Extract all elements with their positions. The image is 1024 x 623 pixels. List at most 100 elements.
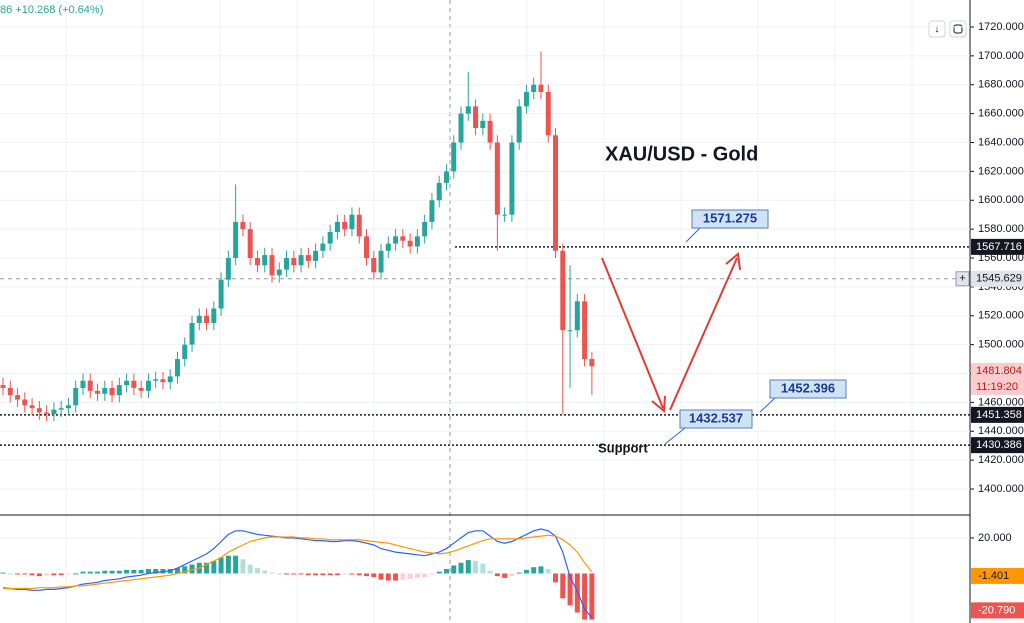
candle-body xyxy=(327,232,333,244)
crosshair-add-icon[interactable]: + xyxy=(959,273,965,285)
candle-body xyxy=(276,269,282,276)
candle-body xyxy=(407,240,413,247)
candle-body xyxy=(393,236,399,244)
price-label: 1481.804 xyxy=(976,365,1022,377)
candle-body xyxy=(51,409,57,414)
candle-body xyxy=(291,258,297,266)
macd-histogram-bar xyxy=(407,573,413,579)
candle-body xyxy=(356,214,362,237)
macd-histogram-bar xyxy=(204,562,210,574)
candle-body xyxy=(7,387,13,396)
macd-histogram-bar xyxy=(516,572,522,574)
candle-body xyxy=(502,214,508,216)
callouts: 1571.275 1452.396 1432.537 xyxy=(664,209,847,445)
candle-body xyxy=(371,258,377,273)
macd-histogram-bar xyxy=(29,573,35,576)
price-label: 1451.358 xyxy=(976,409,1022,421)
macd-histogram-bar xyxy=(443,569,449,574)
candle-body xyxy=(582,301,588,360)
y-tick-label: 1720.000 xyxy=(978,21,1024,33)
candle-body xyxy=(160,379,166,383)
macd-histogram-bar xyxy=(480,563,486,574)
candle-body xyxy=(509,142,515,215)
macd-histogram-bar xyxy=(465,560,471,574)
candle-body xyxy=(189,322,195,345)
reset-icon[interactable] xyxy=(953,24,963,34)
callout-label: 1432.537 xyxy=(689,410,743,425)
crosshair-add-button[interactable] xyxy=(955,271,970,287)
y-tick-label: 1460.000 xyxy=(978,396,1024,408)
reset-button[interactable] xyxy=(949,20,967,38)
candle-body xyxy=(116,385,122,396)
candle-body xyxy=(443,171,449,183)
candle-body xyxy=(29,405,35,409)
candle-body xyxy=(138,387,144,391)
macd-histogram-bar xyxy=(182,566,188,574)
macd-histogram-bar xyxy=(291,573,297,575)
macd-histogram-bar xyxy=(225,555,231,574)
candle-body xyxy=(87,380,93,391)
candle-body xyxy=(240,221,246,230)
candle-body xyxy=(254,258,260,266)
candle-body xyxy=(320,243,326,251)
candle-body xyxy=(545,91,551,136)
macd-histogram-bar xyxy=(560,573,566,599)
candle-body xyxy=(334,221,340,233)
support-label: Support xyxy=(598,440,648,455)
y-tick-label: 1600.000 xyxy=(978,194,1024,206)
scroll-icon[interactable]: ↓ xyxy=(934,23,940,35)
macd-histogram-bar xyxy=(189,564,195,574)
price-label: 1430.386 xyxy=(976,439,1022,451)
macd-histogram-bar xyxy=(44,573,50,576)
chart-title: XAU/USD - Gold xyxy=(605,143,758,165)
macd-histogram-bar xyxy=(393,573,399,581)
candle-body xyxy=(385,243,391,251)
callout-box xyxy=(679,409,753,429)
callout-box xyxy=(691,209,769,229)
macd-histogram-bar xyxy=(378,573,384,580)
candle-body xyxy=(574,301,580,331)
macd-histogram-bar xyxy=(538,566,544,574)
macd-histogram-bar xyxy=(153,569,159,574)
macd-histogram-bar xyxy=(487,570,493,574)
macd-histogram-bar xyxy=(80,571,86,574)
candle-body xyxy=(0,385,6,388)
macd-histogram-bar xyxy=(385,573,391,581)
candle-body xyxy=(473,106,479,129)
candle-body xyxy=(538,84,544,92)
candle-body xyxy=(364,236,369,259)
macd-histogram-bar xyxy=(22,573,28,575)
candle-body xyxy=(73,387,79,406)
price-label: 1545.629 xyxy=(976,273,1022,285)
candle-body xyxy=(560,250,566,331)
candle-body xyxy=(44,412,50,414)
macd-histogram-bar xyxy=(87,571,93,574)
macd-histogram-bar xyxy=(109,570,115,574)
candle-body xyxy=(451,142,457,172)
macd-label-box xyxy=(971,602,1024,619)
macd-histogram-bar xyxy=(342,573,348,575)
candle-body xyxy=(36,408,42,413)
y-tick-label: 1500.000 xyxy=(978,339,1024,351)
candle-body xyxy=(342,221,348,230)
macd-histogram-bar xyxy=(371,573,377,577)
macd-histogram-bar xyxy=(414,573,420,578)
candle-body xyxy=(174,359,180,377)
macd-histogram-bar xyxy=(356,573,362,576)
macd-histogram-bar xyxy=(531,567,537,574)
macd-histogram-bar xyxy=(298,573,304,575)
y-tick-label: 1560.000 xyxy=(978,252,1024,264)
candle-body xyxy=(58,408,64,410)
macd-histogram-bar xyxy=(15,573,21,575)
macd-histogram-bar xyxy=(545,569,551,574)
price-label-box xyxy=(971,437,1024,454)
macd-histogram-bar xyxy=(36,573,42,577)
scroll-button[interactable] xyxy=(928,20,946,38)
candle-body xyxy=(378,250,384,273)
candle-body xyxy=(124,380,130,386)
toolbar[interactable]: ↓ xyxy=(928,20,967,38)
macd-histogram-bar xyxy=(567,573,573,606)
candle-body xyxy=(262,255,268,266)
macd-histogram-bar xyxy=(451,565,457,574)
